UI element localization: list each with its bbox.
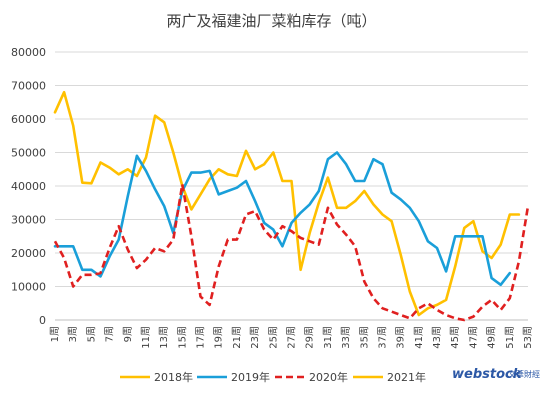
- x-tick-label: 13周: [158, 326, 170, 349]
- x-axis-tick-labels: 1周 3周 5周 7周 9周 11周 13周 15周 17周 19周 21周 23周 25周 27周 29周…: [49, 326, 534, 349]
- y-tick-label: 10000: [11, 281, 46, 294]
- x-tick-label: 53周: [522, 326, 534, 349]
- series-line-2020年: [53, 183, 530, 322]
- x-tick-label: 39周: [395, 326, 407, 349]
- legend: 2018年 2019年 2020年 2021年: [120, 370, 426, 384]
- y-tick-label: 30000: [11, 214, 46, 227]
- x-tick-label: 5周: [85, 326, 97, 342]
- chart-title: 两广及福建油厂菜粕库存（吨）: [166, 12, 376, 30]
- y-tick-label: 70000: [11, 80, 46, 93]
- legend-label: 2018年: [154, 370, 193, 384]
- y-tick-label: 0: [39, 314, 46, 327]
- x-tick-label: 31周: [322, 326, 334, 349]
- legend-label: 2020年: [309, 370, 348, 384]
- y-tick-label: 80000: [11, 46, 46, 59]
- legend-label: 2021年: [387, 370, 426, 384]
- x-tick-label: 9周: [122, 326, 134, 342]
- x-tick-label: 43周: [431, 326, 443, 349]
- series-line-2019年: [53, 151, 512, 287]
- y-tick-label: 40000: [11, 180, 46, 193]
- x-tick-label: 29周: [304, 326, 316, 349]
- y-tick-label: 20000: [11, 247, 46, 260]
- legend-label: 2019年: [231, 370, 270, 384]
- x-tick-label: 15周: [176, 326, 188, 349]
- gridlines: [55, 51, 528, 287]
- x-tick-label: 47周: [467, 326, 479, 349]
- y-axis-tick-labels: 0 10000 20000 30000 40000 50000 60000 70000 8000…: [11, 46, 46, 327]
- x-tick-label: 23周: [249, 326, 261, 349]
- x-tick-label: 3周: [67, 326, 79, 342]
- watermark-logo: webstock 文華財經: [452, 367, 540, 382]
- y-tick-label: 50000: [11, 147, 46, 160]
- x-tick-label: 7周: [104, 326, 116, 342]
- x-tick-label: 11周: [140, 326, 152, 349]
- x-tick-label: 35周: [358, 326, 370, 349]
- x-tick-label: 33周: [340, 326, 352, 349]
- watermark-brand: webstock: [452, 367, 523, 382]
- watermark-sub: 文華財經: [508, 369, 540, 379]
- x-tick-label: 45周: [449, 326, 461, 349]
- y-tick-label: 60000: [11, 113, 46, 126]
- x-tick-label: 1周: [49, 326, 61, 342]
- x-tick-label: 17周: [195, 326, 207, 349]
- x-tick-label: 37周: [376, 326, 388, 349]
- x-tick-label: 19周: [213, 326, 225, 349]
- series-lines: [53, 90, 530, 322]
- x-tick-label: 51周: [504, 326, 516, 349]
- x-tick-label: 27周: [286, 326, 298, 349]
- x-tick-label: 41周: [413, 326, 425, 349]
- x-tick-label: 49周: [486, 326, 498, 349]
- x-tick-label: 25周: [267, 326, 279, 349]
- series-line-2018年: [53, 90, 521, 317]
- x-tick-label: 21周: [231, 326, 243, 349]
